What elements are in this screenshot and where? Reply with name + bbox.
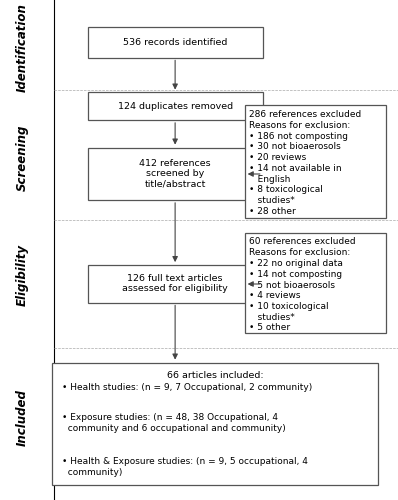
FancyBboxPatch shape — [88, 265, 263, 302]
FancyBboxPatch shape — [245, 232, 386, 332]
Text: 536 records identified: 536 records identified — [123, 38, 227, 47]
Text: Eligibility: Eligibility — [16, 244, 28, 306]
Text: 412 references
screened by
title/abstract: 412 references screened by title/abstrac… — [139, 159, 211, 188]
Text: 60 references excluded
Reasons for exclusion:
• 22 no original data
• 14 not com: 60 references excluded Reasons for exclu… — [249, 238, 355, 332]
Text: • Health studies: (n = 9, 7 Occupational, 2 community): • Health studies: (n = 9, 7 Occupational… — [62, 384, 312, 392]
FancyBboxPatch shape — [88, 148, 263, 200]
FancyBboxPatch shape — [245, 105, 386, 218]
FancyBboxPatch shape — [88, 28, 263, 58]
FancyBboxPatch shape — [88, 92, 263, 120]
Text: 286 references excluded
Reasons for exclusion:
• 186 not composting
• 30 not bio: 286 references excluded Reasons for excl… — [249, 110, 361, 216]
Text: • Health & Exposure studies: (n = 9, 5 occupational, 4
  community): • Health & Exposure studies: (n = 9, 5 o… — [62, 456, 308, 476]
Text: 66 articles included:: 66 articles included: — [167, 372, 263, 380]
Text: 126 full text articles
assessed for eligibility: 126 full text articles assessed for elig… — [122, 274, 228, 293]
FancyBboxPatch shape — [52, 362, 378, 485]
Text: Included: Included — [16, 389, 28, 446]
Text: • Exposure studies: (n = 48, 38 Occupational, 4
  community and 6 occupational a: • Exposure studies: (n = 48, 38 Occupati… — [62, 412, 285, 432]
Text: Identification: Identification — [16, 3, 28, 92]
Text: 124 duplicates removed: 124 duplicates removed — [117, 102, 233, 111]
Text: Screening: Screening — [16, 124, 28, 190]
